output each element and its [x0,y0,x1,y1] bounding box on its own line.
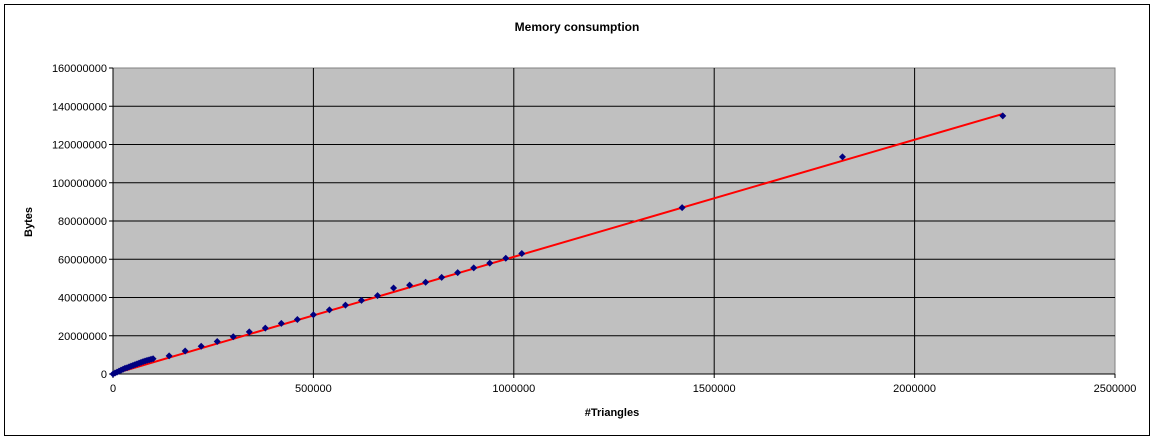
data-point [678,204,686,212]
chart-frame: Memory consumption 0 20000000 40000000 6000… [4,4,1150,436]
data-point [341,301,349,309]
y-axis-ticks: 0 20000000 40000000 60000000 80000000 1000000… [52,63,114,381]
x-tick-label: 500000 [295,383,332,395]
data-point [486,259,494,267]
x-tick-label: 1500000 [693,383,736,395]
data-point [229,333,237,341]
chart-title: Memory consumption [515,20,640,34]
gridlines [113,68,1115,374]
y-tick-label: 100000000 [52,178,107,190]
data-point [470,264,478,272]
data-point [454,269,462,277]
data-point [438,273,446,281]
data-point [309,311,317,319]
data-point [325,306,333,314]
y-tick-label: 80000000 [58,216,107,228]
x-axis-ticks: 0 500000 1000000 1500000 2000000 2500000 [110,373,1137,395]
data-point [277,319,285,327]
data-point [293,315,301,323]
y-tick-label: 60000000 [58,254,107,266]
data-point [213,337,221,345]
y-tick-label: 140000000 [52,101,107,113]
data-point [374,292,382,300]
y-tick-label: 160000000 [52,63,107,75]
chart-svg: Memory consumption 020000000400000006000… [23,20,1137,419]
data-point [181,347,189,355]
linear-trendline [112,112,1004,375]
x-tick-label: 2500000 [1094,383,1137,395]
y-tick-label: 120000000 [52,140,107,152]
data-point [518,250,526,258]
x-tick-label: 2000000 [893,383,936,395]
x-tick-label: 1000000 [492,383,535,395]
y-axis-title: Bytes [23,207,35,237]
data-point [261,324,269,332]
y-tick-label: 40000000 [58,293,107,305]
trendline-layer [112,112,1004,375]
x-axis-title: #Triangles [585,407,639,419]
data-point [197,342,205,350]
data-point [838,153,846,161]
data-point [390,284,398,292]
data-point [999,112,1007,120]
data-point [357,296,365,304]
data-points [109,112,1007,378]
data-point [502,254,510,262]
data-point [165,352,173,360]
data-point [245,328,253,336]
data-point [149,355,157,363]
data-point [422,278,430,286]
data-point [406,281,414,289]
y-tick-label: 20000000 [58,331,107,343]
y-tick-label: 0 [101,369,107,381]
x-tick-label: 0 [110,383,116,395]
